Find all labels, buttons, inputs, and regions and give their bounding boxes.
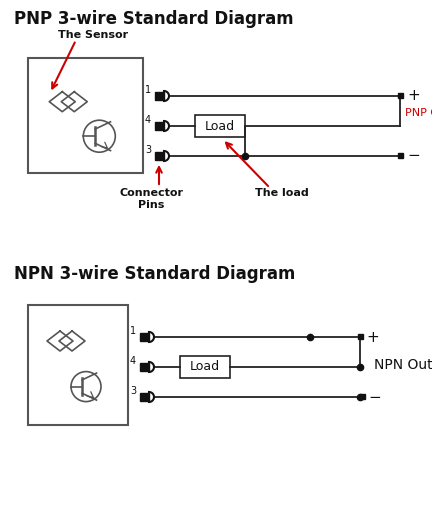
- Bar: [155, 152, 164, 160]
- Text: NPN 3-wire Standard Diagram: NPN 3-wire Standard Diagram: [14, 265, 295, 283]
- Text: The load: The load: [255, 188, 309, 198]
- Text: PNP Output: PNP Output: [405, 108, 432, 118]
- Text: 4: 4: [145, 115, 151, 125]
- Bar: [180, 356, 230, 378]
- Bar: [140, 393, 149, 401]
- Text: NPN Output: NPN Output: [374, 358, 432, 372]
- Text: −: −: [368, 389, 381, 405]
- Text: Load: Load: [190, 360, 220, 374]
- Bar: [359, 394, 365, 400]
- Bar: [155, 92, 164, 100]
- Bar: [397, 94, 403, 99]
- Text: Connector
Pins: Connector Pins: [119, 188, 183, 210]
- Text: +: +: [366, 330, 379, 344]
- Bar: [397, 153, 403, 158]
- Bar: [155, 122, 164, 130]
- Text: PNP 3-wire Standard Diagram: PNP 3-wire Standard Diagram: [14, 10, 294, 28]
- Text: 3: 3: [130, 386, 136, 396]
- Text: Load: Load: [205, 120, 235, 132]
- Text: 1: 1: [145, 85, 151, 95]
- Text: 3: 3: [145, 145, 151, 155]
- Bar: [28, 305, 128, 425]
- Text: −: −: [407, 149, 420, 164]
- Text: The Sensor: The Sensor: [58, 30, 128, 40]
- Text: +: +: [407, 88, 420, 104]
- Text: 4: 4: [130, 356, 136, 366]
- Bar: [140, 333, 149, 341]
- Bar: [358, 335, 362, 339]
- Bar: [195, 115, 245, 137]
- Bar: [140, 363, 149, 371]
- Bar: [28, 58, 143, 173]
- Text: 1: 1: [130, 326, 136, 336]
